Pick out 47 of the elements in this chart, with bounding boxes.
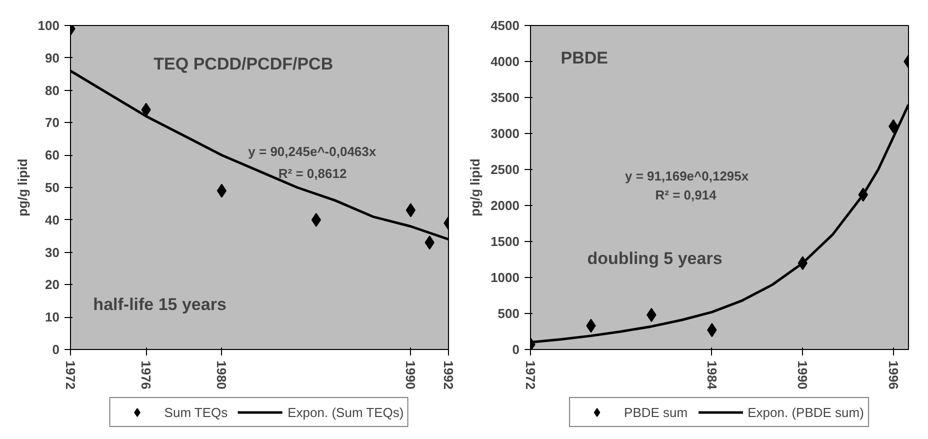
annotation: y = 90,245e^-0,0463x <box>248 144 377 160</box>
y-tick-label: 1500 <box>490 234 520 249</box>
y-tick-label: 90 <box>45 50 60 66</box>
annotation: half-life 15 years <box>93 295 226 314</box>
y-tick-label: 100 <box>38 18 60 33</box>
legend-label: Expon. (Sum TEQs) <box>288 404 404 420</box>
y-tick-label: 0 <box>52 342 60 357</box>
y-tick-label: 40 <box>45 212 60 228</box>
point <box>311 212 322 227</box>
y-tick-label: 3000 <box>490 126 520 141</box>
y-tick-label: 2500 <box>490 162 520 177</box>
legend-label: Expon. (PBDE sum) <box>748 404 864 420</box>
x-tick-label: 1976 <box>138 360 154 390</box>
annotation: doubling 5 years <box>587 248 722 268</box>
x-tick-label: 1972 <box>63 360 78 390</box>
y-tick-label: 10 <box>45 310 60 325</box>
annotation: R² = 0,8612 <box>278 166 347 181</box>
y-axis-title: pg/g lipid <box>468 158 483 216</box>
text: PBDE <box>560 48 608 68</box>
x-tick-label: 1992 <box>441 360 456 390</box>
x-tick-label: 1996 <box>886 360 901 390</box>
annotation: y = 91,169e^0,1295x <box>625 168 750 184</box>
point <box>406 203 416 218</box>
y-axis-title: pg/g lipid <box>14 158 30 216</box>
x-tick-label: 1990 <box>795 360 810 390</box>
legend-label: Sum TEQs <box>164 404 228 420</box>
y-tick-label: 20 <box>45 277 60 292</box>
y-tick-label: 1000 <box>490 270 520 285</box>
annotation: R² = 0,914 <box>655 188 718 203</box>
x-tick-label: 1990 <box>403 360 418 390</box>
legend-label: PBDE sum <box>624 404 688 420</box>
x-tick-label: 1972 <box>523 360 538 390</box>
x-tick-label: 1980 <box>214 360 230 390</box>
y-tick-label: 70 <box>45 115 60 130</box>
y-tick-label: 60 <box>45 148 60 163</box>
y-tick-label: 80 <box>45 82 60 98</box>
y-tick-label: 4000 <box>490 54 520 69</box>
y-tick-label: 4500 <box>490 18 520 33</box>
text: TEQ PCDD/PCDF/PCB <box>154 54 334 74</box>
y-tick-label: 30 <box>45 244 60 260</box>
x-tick-label: 1984 <box>704 360 720 390</box>
point <box>216 184 227 198</box>
y-tick-label: 500 <box>498 306 520 321</box>
y-tick-label: 3500 <box>490 90 520 105</box>
y-tick-label: 0 <box>512 342 520 357</box>
y-tick-label: 2000 <box>490 198 520 213</box>
y-tick-label: 50 <box>45 180 60 195</box>
